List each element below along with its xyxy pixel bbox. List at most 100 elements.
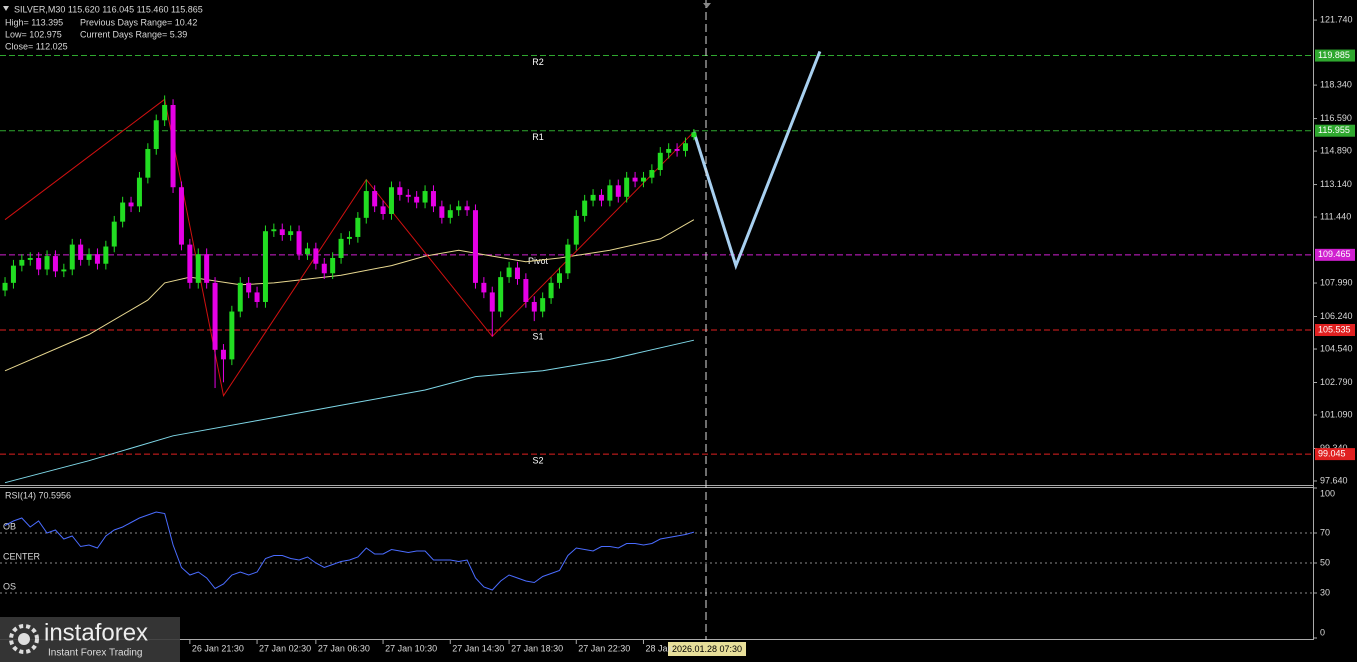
candle-body <box>162 104 168 121</box>
candle-body <box>204 254 210 283</box>
y-tick-label: 102.790 <box>1320 377 1353 387</box>
candle-body <box>607 185 613 201</box>
level-price: 99.045 <box>1318 448 1346 458</box>
x-tick-label: 27 Jan 06:30 <box>318 643 370 653</box>
candle-body <box>439 206 445 218</box>
level-price-box <box>1315 323 1355 336</box>
level-price-box <box>1315 124 1355 137</box>
rsi-level-label: CENTER <box>3 551 41 561</box>
watermark-tagline: Instant Forex Trading <box>48 648 143 659</box>
candle-body <box>288 231 294 236</box>
cursor-time-box <box>668 642 746 656</box>
rsi-line <box>4 511 695 591</box>
candle-body <box>640 177 646 182</box>
candle-body <box>262 231 268 302</box>
candle-body <box>195 254 201 283</box>
watermark-logo <box>18 633 30 645</box>
candle-body <box>582 200 588 216</box>
candle-body <box>27 257 33 260</box>
candle-body <box>514 267 520 280</box>
watermark: instaforex Instant Forex Trading <box>0 617 180 662</box>
candle-body <box>220 349 226 360</box>
candle-body <box>111 221 117 247</box>
candle-body <box>36 257 42 270</box>
candle-body <box>44 256 50 270</box>
candle-body <box>422 191 428 203</box>
y-tick-label: 101.090 <box>1320 409 1353 419</box>
candle-body <box>355 217 361 237</box>
candle-body <box>531 301 537 312</box>
candle-body <box>237 282 243 312</box>
rsi-tick-label: 0 <box>1320 627 1325 637</box>
candle-body <box>447 210 453 218</box>
x-tick-label: 27 Jan 10:30 <box>385 643 437 653</box>
candle-body <box>388 187 394 215</box>
rsi-tick-label: 50 <box>1320 557 1330 567</box>
info-text: Low= 102.975 <box>5 29 62 39</box>
overlay-line <box>692 50 822 271</box>
watermark-logo <box>9 624 39 654</box>
x-tick-label: 28 Jan <box>645 643 672 653</box>
level-price: 109.465 <box>1318 249 1351 259</box>
candle-body <box>372 191 378 207</box>
level-name: S1 <box>532 331 543 341</box>
candle-body <box>405 194 411 197</box>
candle-body <box>304 248 310 255</box>
level-price: 105.535 <box>1318 324 1351 334</box>
candle-body <box>540 298 546 312</box>
menu-arrow <box>3 6 9 11</box>
candle-body <box>598 194 604 201</box>
y-tick-label: 114.890 <box>1320 145 1352 155</box>
candle-body <box>10 265 16 283</box>
candle-body <box>321 263 327 274</box>
candle-body <box>472 210 478 283</box>
candle-body <box>103 246 109 264</box>
candle-body <box>153 120 159 149</box>
candle-body <box>624 177 630 197</box>
candle-body <box>271 229 277 232</box>
cursor-time: 2026.01.28 07:30 <box>672 644 742 654</box>
info-text: High= 113.395 <box>5 17 63 27</box>
rsi-level-label: OS <box>3 581 16 591</box>
candle-body <box>19 259 25 266</box>
candle-body <box>430 191 436 207</box>
candle-body <box>674 148 680 151</box>
level-price-box <box>1315 49 1355 62</box>
y-tick-label: 99.340 <box>1320 443 1348 453</box>
candle-body <box>632 177 638 182</box>
candle-body <box>120 202 126 222</box>
candle-body <box>573 215 579 245</box>
level-name: R1 <box>532 132 544 142</box>
candle-body <box>338 238 344 258</box>
y-tick-label: 118.340 <box>1320 79 1352 89</box>
candle-body <box>489 292 495 312</box>
info-text: Close= 112.025 <box>5 41 68 51</box>
candle-body <box>682 143 688 151</box>
symbol-line: SILVER,M30 115.620 116.045 115.460 115.8… <box>14 4 203 14</box>
candle-body <box>565 244 571 274</box>
candle-body <box>187 244 193 283</box>
x-tick-label: 26 Jan 21:30 <box>192 643 244 653</box>
level-name: S2 <box>532 455 543 465</box>
candle-body <box>212 282 218 350</box>
candle-body <box>506 267 512 278</box>
candle-body <box>523 279 529 302</box>
y-tick-label: 121.740 <box>1320 14 1353 24</box>
cursor-marker <box>703 3 711 8</box>
overlay-line <box>4 339 695 484</box>
plot-area: R2 R1 Pivot S1 S2 OB CENTER OS <box>0 50 1313 594</box>
candle-body <box>145 148 151 178</box>
candle-body <box>464 206 470 211</box>
x-tick-label: 27 Jan 18:30 <box>511 643 563 653</box>
y-tick-label: 116.590 <box>1320 113 1352 123</box>
candle-body <box>414 196 420 203</box>
rsi-title: RSI(14) 70.5956 <box>5 490 71 500</box>
watermark-bg <box>0 617 180 662</box>
candle-body <box>649 170 655 178</box>
candle-body <box>296 231 302 255</box>
level-price: 119.885 <box>1318 50 1350 60</box>
candle-body <box>170 104 176 188</box>
